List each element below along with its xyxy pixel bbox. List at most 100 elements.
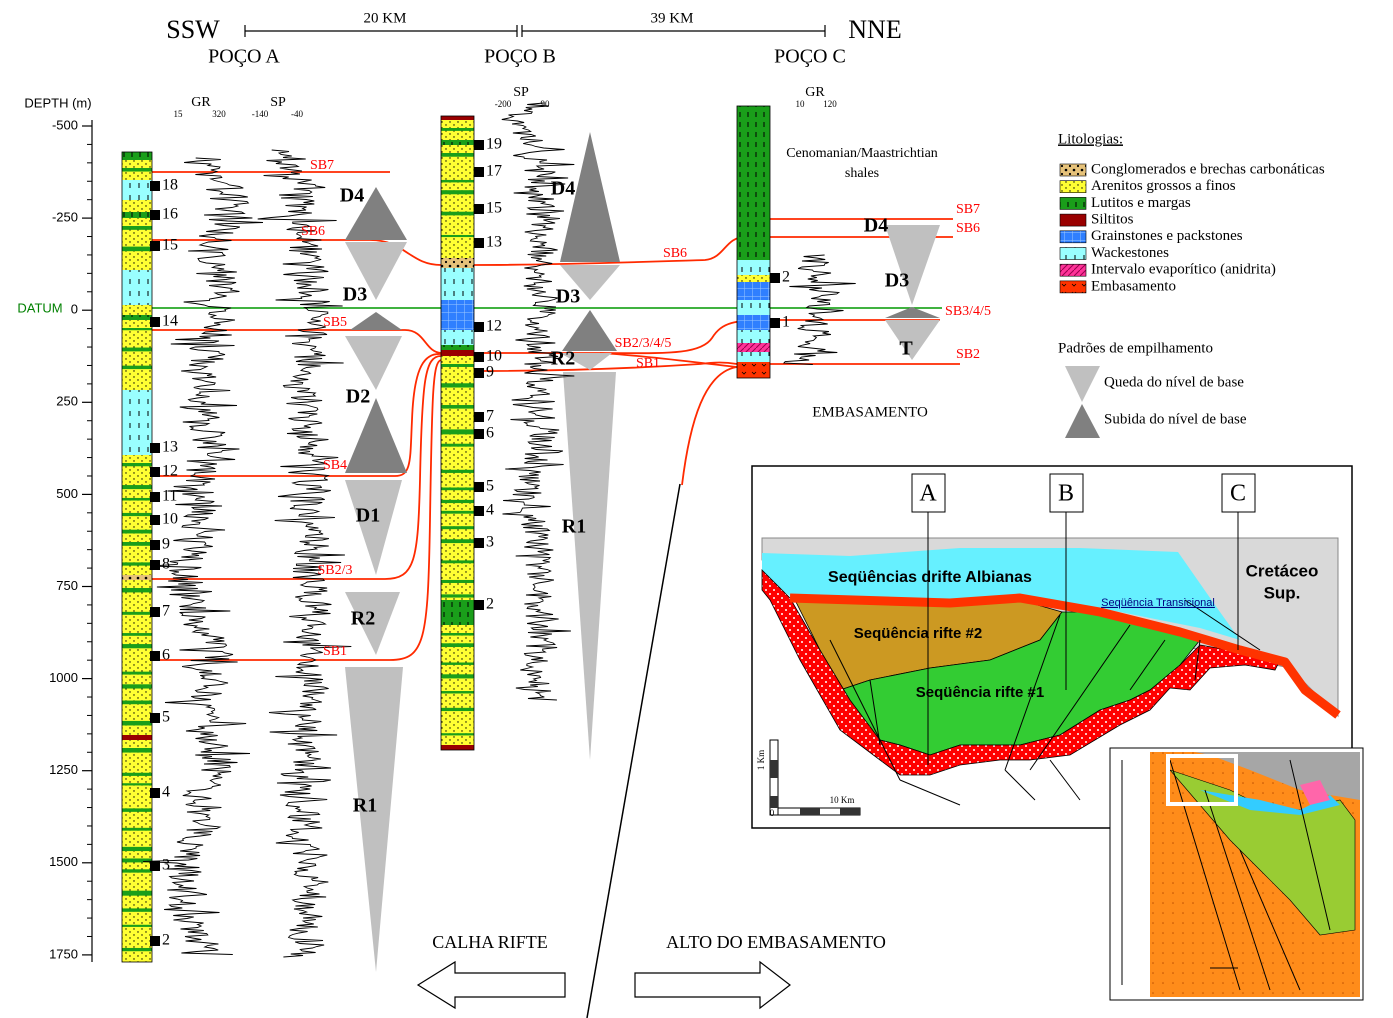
legend-swatch — [1060, 248, 1086, 260]
sample-marker — [150, 788, 160, 798]
litho-cong — [441, 258, 474, 268]
surface-label: SB7 — [310, 158, 334, 173]
surface-label: SB6 — [301, 224, 325, 239]
fall-triangle — [345, 667, 403, 972]
sample-label: 7 — [162, 603, 170, 620]
basement-line — [600, 353, 737, 485]
litho-shale — [122, 925, 152, 927]
sample-marker — [150, 936, 160, 946]
sample-label: 17 — [486, 163, 502, 180]
surface-label: SB2/3 — [317, 563, 352, 578]
unit-label: Seqüência rifte #2 — [854, 625, 982, 642]
litho-shale — [441, 364, 474, 367]
litho-shale — [122, 869, 152, 872]
litho-shale — [441, 190, 474, 194]
litho-shale — [122, 513, 152, 516]
legend-label: Embasamento — [1091, 278, 1176, 294]
sample-label: 3 — [162, 857, 170, 874]
litho-shale — [441, 500, 474, 503]
litho-shale — [122, 315, 152, 320]
sequence-label: R1 — [562, 516, 586, 538]
sequence-label: D1 — [356, 505, 380, 527]
scale-label: 0 — [770, 808, 775, 818]
litho-shale — [441, 487, 474, 490]
sample-label: 5 — [162, 709, 170, 726]
litho-shale — [122, 908, 152, 911]
legend-title: Litologias: — [1058, 131, 1123, 147]
well-label: C — [1230, 481, 1246, 507]
litho-wack — [122, 390, 152, 455]
litho-shale — [122, 948, 152, 951]
distance-bar — [245, 25, 825, 37]
litho-shale — [441, 539, 474, 543]
litho-shale — [441, 662, 474, 664]
sample-marker — [474, 167, 484, 177]
litho-shale — [441, 153, 474, 157]
litho-shale — [441, 383, 474, 387]
sb1-a — [152, 360, 441, 660]
sample-label: 18 — [162, 177, 178, 194]
sample-marker — [474, 600, 484, 610]
surface-label: SB1 — [323, 644, 347, 659]
sequence-label: R1 — [353, 795, 377, 817]
sample-label: 4 — [162, 784, 170, 801]
sample-label: 16 — [162, 206, 178, 223]
surface-label: SB4 — [323, 458, 347, 473]
litho-shale — [122, 247, 152, 252]
sample-label: 6 — [486, 425, 494, 442]
litho-sand — [441, 625, 474, 745]
legend-swatch — [1060, 164, 1086, 176]
surface-label: SB6 — [956, 221, 980, 236]
litho-sand — [122, 218, 152, 270]
litho-shale — [441, 470, 474, 473]
sample-marker — [474, 238, 484, 248]
litho-shale — [122, 783, 152, 785]
litho-shale — [122, 463, 152, 466]
log-scale: -140 — [252, 109, 269, 119]
litho-shale — [441, 633, 474, 636]
litho-shale — [122, 498, 152, 501]
litho-shale — [122, 684, 152, 688]
sample-label: 1 — [782, 314, 790, 331]
sample-label: 2 — [782, 269, 790, 286]
sample-marker — [150, 861, 160, 871]
sample-marker — [474, 204, 484, 214]
well-name: POÇO A — [208, 46, 280, 68]
litho-shale — [122, 828, 152, 831]
litho-shale — [122, 348, 152, 352]
litho-wack — [441, 330, 474, 345]
distance: 20 KM — [364, 10, 407, 26]
litho-shale — [122, 542, 152, 546]
sample-marker — [150, 443, 160, 453]
sequence-label: T — [899, 338, 913, 360]
litho-shale — [122, 328, 152, 330]
litho-shale — [441, 140, 474, 145]
surface-label: SB5 — [323, 315, 347, 330]
sample-label: 4 — [486, 502, 494, 519]
depth-label: 1000 — [49, 670, 78, 685]
legend-swatch — [1060, 281, 1086, 293]
annotation: EMBASAMENTO — [812, 404, 928, 420]
sample-label: 15 — [486, 200, 502, 217]
distance: 39 KM — [651, 10, 694, 26]
litho-shale — [122, 633, 152, 636]
sample-label: 9 — [486, 364, 494, 381]
well-name: POÇO C — [774, 46, 846, 68]
sample-marker — [150, 540, 160, 550]
sample-label: 10 — [162, 511, 178, 528]
surface-label: SB6 — [663, 246, 687, 261]
litho-wack — [122, 180, 152, 200]
litho-shale — [441, 691, 474, 693]
axis-title: DEPTH (m) — [24, 95, 91, 110]
sample-label: 6 — [162, 647, 170, 664]
sample-label: 9 — [162, 536, 170, 553]
sequence-label: D4 — [551, 178, 575, 200]
depth-label: 500 — [56, 486, 78, 501]
sample-marker — [150, 181, 160, 191]
litho-sand — [441, 145, 474, 258]
surface-label: SB1 — [636, 356, 660, 371]
legend-swatch — [1060, 231, 1086, 243]
sample-marker — [150, 651, 160, 661]
depth-label: -500 — [52, 117, 78, 132]
sample-label: 15 — [162, 237, 178, 254]
